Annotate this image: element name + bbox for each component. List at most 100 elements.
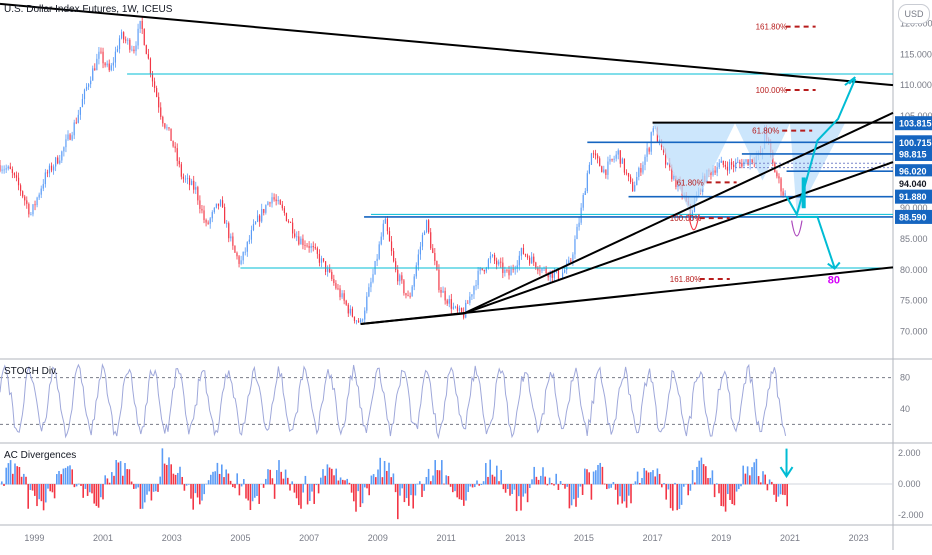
candle-body [516, 265, 518, 269]
ac-bar [674, 482, 676, 485]
ac-bar [366, 484, 368, 489]
candle-body [349, 308, 351, 314]
candle-body [36, 197, 38, 206]
candle-body [250, 230, 253, 240]
price-level-tag [895, 189, 932, 204]
ac-bar [529, 484, 531, 489]
ac-bar [216, 462, 219, 485]
candle-body [444, 290, 446, 301]
ac-bar [269, 469, 271, 485]
ac-bar [489, 459, 491, 485]
ac-bar [42, 484, 45, 511]
candle-body [718, 162, 720, 168]
price-level-label: 100.715 [899, 138, 932, 148]
price-level-tag [895, 146, 932, 161]
ac-bar [291, 481, 293, 485]
ac-bar [476, 480, 478, 485]
time-tick-label: 1999 [24, 533, 44, 543]
ac-bar [614, 484, 617, 490]
ac-bar [526, 484, 529, 503]
ac-bar [262, 484, 265, 488]
candle-body [230, 236, 232, 239]
candle-body [85, 86, 88, 90]
candle-body [543, 268, 545, 269]
ac-bar [339, 477, 342, 485]
candle-body [646, 148, 648, 157]
candle-body [129, 39, 131, 50]
ac-bar [577, 484, 579, 498]
ac-bar [383, 461, 386, 485]
candle-body [1, 169, 3, 171]
ac-bar [689, 484, 692, 491]
ac-bar [53, 484, 56, 499]
ac-bar [177, 472, 179, 485]
candle-body [574, 239, 576, 255]
candle-body [580, 207, 582, 223]
ac-bar [650, 472, 652, 485]
ac-bar [122, 475, 124, 485]
ac-bar [485, 463, 487, 485]
candle-body [423, 231, 426, 235]
ac-bar [713, 484, 716, 498]
candle-body [149, 58, 152, 74]
candle-body [553, 271, 555, 278]
ac-bar [557, 484, 560, 490]
ac-bar [67, 466, 69, 485]
ac-bar [20, 476, 23, 485]
ac-bar [709, 477, 711, 485]
candle-body [430, 232, 432, 249]
candle-body [232, 236, 234, 246]
ac-bar [78, 483, 80, 485]
currency-button[interactable]: USD [898, 4, 930, 24]
ac-bar [161, 448, 164, 485]
ac-bar [34, 484, 36, 496]
fib-label: 61.80% [677, 178, 704, 187]
price-level-label: 98.815 [899, 149, 927, 159]
ac-bar [518, 484, 520, 497]
ac-bar [507, 484, 509, 490]
candle-body [20, 185, 22, 192]
ac-bar [137, 484, 139, 488]
candle-body [784, 193, 786, 196]
candle-body [205, 219, 207, 223]
ac-bar [104, 475, 106, 485]
candle-body [22, 191, 24, 197]
ac-bar [317, 484, 320, 494]
candle-body [139, 20, 141, 29]
candle-body [3, 169, 5, 171]
pattern-left-shoulder [652, 123, 736, 215]
ac-bar [619, 484, 621, 497]
ac-bar [159, 476, 161, 485]
candle-body [294, 233, 296, 237]
candle-body [46, 172, 48, 174]
stoch-panel-title: STOCH Div. [4, 366, 59, 377]
ac-bar [47, 484, 49, 489]
ac-bar [157, 484, 159, 492]
ac-bar [300, 484, 302, 509]
ac-bar [381, 477, 384, 485]
ac-bar [256, 484, 258, 496]
candle-body [246, 241, 248, 252]
ac-bar [251, 484, 254, 502]
ac-bar [540, 475, 542, 485]
ac-bar [661, 484, 663, 488]
ac-bar [533, 466, 535, 485]
candle-body [566, 263, 568, 271]
candle-body [450, 299, 452, 309]
ac-bar [443, 483, 445, 485]
candle-body [613, 158, 615, 160]
candle-body [716, 167, 718, 173]
candle-body [32, 204, 34, 215]
ac-bar [696, 466, 698, 485]
ac-bar [276, 470, 278, 485]
candle-body [195, 187, 197, 190]
candle-body [710, 171, 712, 176]
candle-body [475, 285, 477, 287]
candle-body [778, 176, 780, 179]
candle-body [182, 176, 185, 179]
ac-bar [755, 458, 758, 485]
ac-bar [1, 481, 3, 485]
candle-body [88, 84, 90, 87]
ac-bar [474, 484, 476, 488]
